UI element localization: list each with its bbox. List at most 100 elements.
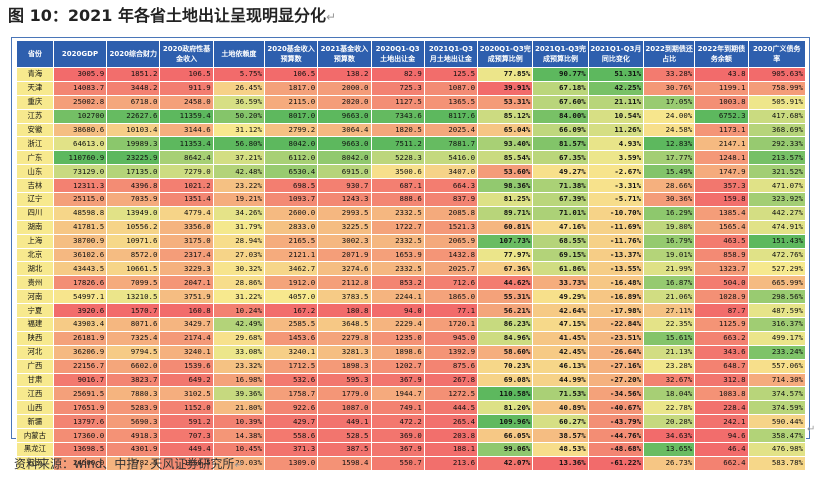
value-cell: 64613.0 — [52, 136, 108, 152]
value-cell: 60.27% — [532, 414, 589, 430]
value-cell: 54997.1 — [52, 289, 108, 305]
table-row: 云南 24500.0 7782.5 1558.5 20.03% 1309.0 1598.4 5… — [16, 455, 807, 471]
value-cell: 13949.0 — [106, 205, 161, 221]
value-cell: 1087.0 — [317, 400, 372, 416]
value-cell: 82.9 — [370, 67, 425, 82]
column-header: 2020GDP — [52, 40, 108, 68]
value-cell: 48.53% — [532, 442, 589, 457]
province-cell: 江西 — [16, 386, 54, 402]
value-cell: 23.28% — [643, 358, 696, 374]
value-cell: 3429.7 — [159, 317, 214, 332]
value-cell: 1898.6 — [370, 344, 425, 360]
return-mark-footer: ↵ — [234, 460, 243, 471]
value-cell: 84.00% — [532, 108, 589, 124]
value-cell: 180.8 — [317, 303, 372, 319]
value-cell: 2025.7 — [423, 261, 479, 277]
value-cell: 5690.3 — [106, 414, 161, 430]
province-cell: 湖南 — [16, 219, 54, 235]
value-cell: 56.80% — [212, 136, 265, 152]
value-cell: 10556.2 — [106, 219, 161, 235]
value-cell: 2585.5 — [263, 317, 319, 332]
value-cell: 7880.3 — [106, 386, 161, 402]
value-cell: 476.98% — [747, 442, 807, 457]
province-cell: 陕西 — [16, 330, 54, 346]
value-cell: -43.79% — [587, 414, 645, 430]
value-cell: 71.01% — [532, 205, 589, 221]
value-cell: 3.59% — [587, 150, 645, 166]
table-row: 安徽 38680.6 10103.4 3144.6 31.12% 2799.2 3064.4… — [16, 122, 807, 138]
table-row: 北京 36102.6 8572.0 2317.4 27.03% 2121.1 2071.9 1… — [16, 247, 807, 263]
value-cell: 2600.0 — [263, 205, 319, 221]
value-cell: 1712.5 — [263, 358, 319, 374]
value-cell: 11.26% — [587, 122, 645, 138]
value-cell: 160.8 — [159, 303, 214, 319]
value-cell: 85.54% — [477, 150, 534, 166]
value-cell: 265.4 — [423, 414, 479, 430]
value-cell: 1521.3 — [423, 219, 479, 235]
table-row: 广东 110760.9 23225.9 8642.4 37.21% 6112.0 8042.… — [16, 150, 807, 166]
value-cell: -48.68% — [587, 442, 645, 457]
value-cell: 107.73% — [477, 233, 534, 249]
value-cell: 48598.8 — [52, 205, 108, 221]
value-cell: 10.45% — [212, 442, 265, 457]
value-cell: 2833.0 — [263, 219, 319, 235]
province-land-table: 省份 2020GDP 2020综合财力 2020政府性基金收入 土地依赖度 2020基金收… — [16, 40, 807, 471]
value-cell: 714.30% — [747, 372, 807, 388]
value-cell: 312.8 — [694, 372, 749, 388]
value-cell: 46.4 — [694, 442, 749, 457]
value-cell: 32.67% — [643, 372, 696, 388]
province-cell: 青海 — [16, 67, 54, 82]
value-cell: 28.66% — [643, 178, 696, 194]
value-cell: 77.85% — [477, 67, 534, 82]
value-cell: 89.71% — [477, 205, 534, 221]
value-cell: 27.11% — [643, 303, 696, 319]
value-cell: 22156.7 — [52, 358, 108, 374]
value-cell: 1127.5 — [370, 94, 425, 110]
column-header: 2020综合财力 — [106, 40, 161, 68]
value-cell: 2993.5 — [317, 205, 372, 221]
value-cell: 66.09% — [532, 122, 589, 138]
value-cell: 8017.0 — [263, 108, 319, 124]
return-mark-table: ↵ — [807, 424, 816, 435]
value-cell: 2071.9 — [317, 247, 372, 263]
value-cell: 15.61% — [643, 330, 696, 346]
value-cell: 22627.6 — [106, 108, 161, 124]
value-cell: -3.31% — [587, 178, 645, 194]
value-cell: 28.94% — [212, 233, 265, 249]
value-cell: 449.4 — [159, 442, 214, 457]
value-cell: 42.45% — [532, 344, 589, 360]
column-header: 2020Q1-Q3土地出让金 — [370, 40, 425, 68]
value-cell: 323.92% — [747, 192, 807, 207]
value-cell: -10.70% — [587, 205, 645, 221]
table-row: 内蒙古 17360.0 4918.3 707.3 14.38% 558.6 528.5 369… — [16, 428, 807, 444]
value-cell: 46.13% — [532, 358, 589, 374]
value-cell: 707.3 — [159, 428, 214, 444]
province-cell: 山西 — [16, 400, 54, 416]
value-cell: 228.4 — [694, 400, 749, 416]
value-cell: 3751.9 — [159, 289, 214, 305]
value-cell: 1152.0 — [159, 400, 214, 416]
value-cell: 24.58% — [643, 122, 696, 138]
value-cell: 930.7 — [317, 178, 372, 194]
value-cell: 81.20% — [477, 400, 534, 416]
source-note-text: 资料来源：wind、中指，天风证券研究所 — [14, 457, 235, 471]
value-cell: 16.87% — [643, 275, 696, 291]
value-cell: 98.36% — [477, 178, 534, 194]
value-cell: -2.67% — [587, 164, 645, 180]
table-header-row: 省份 2020GDP 2020综合财力 2020政府性基金收入 土地依赖度 2020基金收… — [16, 40, 807, 68]
value-cell: 10.39% — [212, 414, 265, 430]
value-cell: 665.99% — [747, 275, 807, 291]
value-cell: 595.3 — [317, 372, 372, 388]
value-cell: 8642.4 — [159, 150, 214, 166]
value-cell: 213.57% — [747, 150, 807, 166]
value-cell: 19.80% — [643, 219, 696, 235]
value-cell: 1125.9 — [694, 317, 749, 332]
value-cell: 47.16% — [532, 219, 589, 235]
province-cell: 重庆 — [16, 94, 54, 110]
value-cell: 10.24% — [212, 303, 265, 319]
value-cell: 1248.1 — [694, 150, 749, 166]
value-cell: 2332.5 — [370, 261, 425, 277]
value-cell: 758.99% — [747, 80, 807, 96]
value-cell: 1865.0 — [423, 289, 479, 305]
value-cell: 3225.5 — [317, 219, 372, 235]
